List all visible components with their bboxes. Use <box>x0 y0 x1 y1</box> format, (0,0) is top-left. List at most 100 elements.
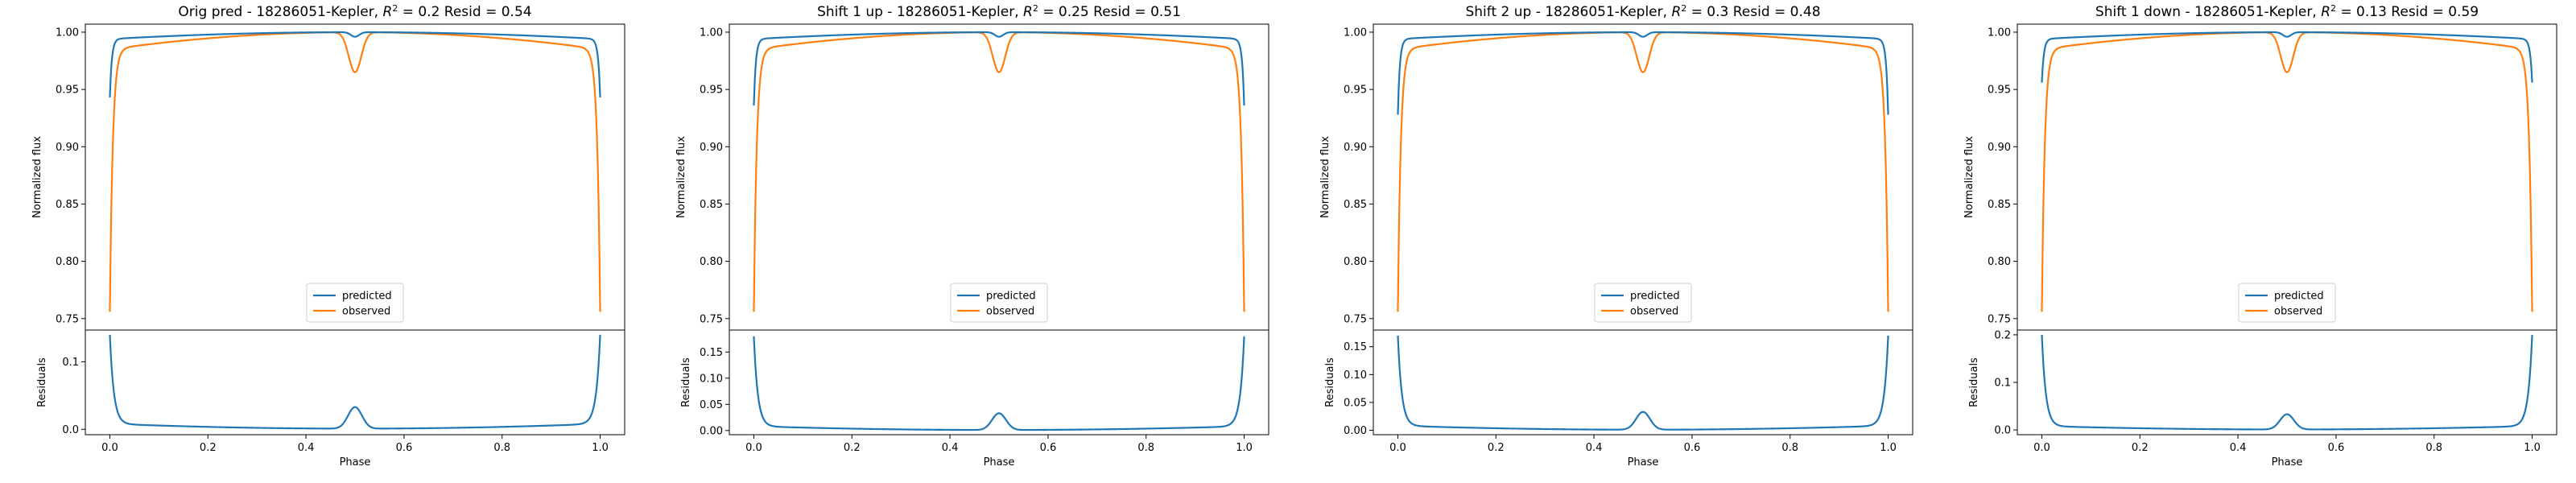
legend-label-predicted: predicted <box>2274 291 2324 303</box>
x-axis-label: Phase <box>984 456 1015 469</box>
x-tick-label: 0.0 <box>101 442 118 454</box>
y-tick-label: 0.75 <box>1988 313 2011 325</box>
y-tick-label: 0.90 <box>56 142 79 154</box>
y-axis-label: Normalized flux <box>1963 136 1975 218</box>
series-line-predicted <box>753 31 1245 106</box>
x-tick-label: 0.0 <box>745 442 762 454</box>
y-tick-label: 1.00 <box>56 27 79 39</box>
x-tick-label: 0.4 <box>2230 442 2247 454</box>
x-tick-label: 0.6 <box>396 442 413 454</box>
x-tick-label: 0.8 <box>1781 442 1798 454</box>
x-axis-label: Phase <box>2272 456 2303 469</box>
y-tick-label: 0.80 <box>1988 256 2011 268</box>
legend-label-predicted: predicted <box>342 291 392 303</box>
residual-y-axis-label: Residuals <box>36 357 48 407</box>
chart-panel-3: Shift 2 up - 18286051-Kepler, R2 = 0.3 R… <box>1319 3 1913 469</box>
residual-line <box>2041 334 2533 431</box>
series-line-observed <box>109 31 601 312</box>
residual-y-tick-label: 0.10 <box>1344 369 1367 382</box>
y-tick-label: 0.80 <box>56 256 79 268</box>
legend-box <box>1594 283 1692 323</box>
y-tick-label: 0.75 <box>700 313 723 325</box>
x-tick-label: 0.4 <box>942 442 959 454</box>
x-tick-label: 0.6 <box>1040 442 1057 454</box>
residual-y-tick-label: 0.00 <box>700 425 723 437</box>
x-tick-label: 0.0 <box>1389 442 1406 454</box>
y-tick-label: 0.95 <box>1988 85 2011 97</box>
residual-y-tick-label: 0.0 <box>62 424 79 436</box>
y-tick-label: 0.90 <box>1344 142 1367 154</box>
residual-line <box>109 334 601 430</box>
residual-axes-frame <box>729 329 1269 436</box>
legend-box <box>306 283 404 323</box>
residual-axes-frame <box>1373 329 1913 436</box>
legend: predicted observed <box>950 283 1048 323</box>
y-tick-label: 0.80 <box>1344 256 1367 268</box>
legend-label-predicted: predicted <box>986 291 1036 303</box>
x-tick-label: 0.6 <box>1684 442 1701 454</box>
residual-y-tick-label: 0.15 <box>1344 341 1367 353</box>
x-axis-label: Phase <box>1628 456 1659 469</box>
residual-y-axis-label: Residuals <box>1968 357 1980 407</box>
y-tick-label: 1.00 <box>1988 27 2011 39</box>
y-tick-label: 0.85 <box>56 199 79 211</box>
residual-axes-frame <box>2017 329 2557 436</box>
chart-title: Orig pred - 18286051-Kepler, R2 = 0.2 Re… <box>178 3 531 20</box>
y-axis-label: Normalized flux <box>675 136 687 218</box>
residual-y-tick-label: 0.00 <box>1344 425 1367 437</box>
x-axis-label: Phase <box>340 456 371 469</box>
residual-y-axis-label: Residuals <box>1324 357 1336 407</box>
series-line-observed <box>1397 31 1889 312</box>
series-line-predicted <box>109 31 601 98</box>
residual-y-tick-label: 0.10 <box>700 373 723 385</box>
legend: predicted observed <box>2238 283 2336 323</box>
series-line-predicted <box>1397 31 1889 115</box>
x-tick-label: 1.0 <box>1880 442 1897 454</box>
x-tick-label: 1.0 <box>592 442 609 454</box>
x-tick-label: 0.8 <box>493 442 510 454</box>
y-tick-label: 0.95 <box>700 85 723 97</box>
residual-y-tick-label: 0.15 <box>700 347 723 359</box>
x-tick-label: 1.0 <box>1236 442 1253 454</box>
x-tick-label: 1.0 <box>2524 442 2541 454</box>
chart-panel-4: Shift 1 down - 18286051-Kepler, R2 = 0.1… <box>1963 3 2557 469</box>
legend-box <box>2238 283 2336 323</box>
residual-y-tick-label: 0.1 <box>1994 378 2011 390</box>
x-tick-label: 0.8 <box>2425 442 2442 454</box>
legend: predicted observed <box>306 283 404 323</box>
residual-y-tick-label: 0.0 <box>1994 425 2011 437</box>
chart-title: Shift 1 up - 18286051-Kepler, R2 = 0.25 … <box>817 3 1181 20</box>
x-tick-label: 0.2 <box>844 442 861 454</box>
y-tick-label: 0.85 <box>1344 199 1367 211</box>
residual-y-tick-label: 0.1 <box>62 357 79 369</box>
y-tick-label: 1.00 <box>700 27 723 39</box>
legend-label-observed: observed <box>342 306 390 318</box>
y-tick-label: 0.85 <box>1988 199 2011 211</box>
chart-title: Shift 1 down - 18286051-Kepler, R2 = 0.1… <box>2095 3 2479 20</box>
x-tick-label: 0.6 <box>2328 442 2345 454</box>
residual-y-tick-label: 0.2 <box>1994 329 2011 341</box>
y-tick-label: 0.75 <box>56 313 79 325</box>
residual-axes-frame <box>85 329 625 436</box>
residual-y-tick-label: 0.05 <box>700 399 723 411</box>
y-tick-label: 0.95 <box>56 85 79 97</box>
legend-label-observed: observed <box>1630 306 1678 318</box>
y-tick-label: 1.00 <box>1344 27 1367 39</box>
x-tick-label: 0.2 <box>2132 442 2149 454</box>
x-tick-label: 0.2 <box>1488 442 1505 454</box>
series-line-predicted <box>2041 31 2533 83</box>
y-tick-label: 0.85 <box>700 199 723 211</box>
residual-y-tick-label: 0.05 <box>1344 397 1367 409</box>
chart-title: Shift 2 up - 18286051-Kepler, R2 = 0.3 R… <box>1465 3 1820 20</box>
y-tick-label: 0.90 <box>1988 142 2011 154</box>
x-tick-label: 0.8 <box>1137 442 1154 454</box>
x-tick-label: 0.4 <box>1586 442 1603 454</box>
legend-label-predicted: predicted <box>1630 291 1680 303</box>
legend-label-observed: observed <box>986 306 1034 318</box>
y-tick-label: 0.75 <box>1344 313 1367 325</box>
x-tick-label: 0.4 <box>298 442 315 454</box>
x-tick-label: 0.0 <box>2033 442 2050 454</box>
residual-line <box>753 336 1245 431</box>
series-line-observed <box>753 31 1245 312</box>
